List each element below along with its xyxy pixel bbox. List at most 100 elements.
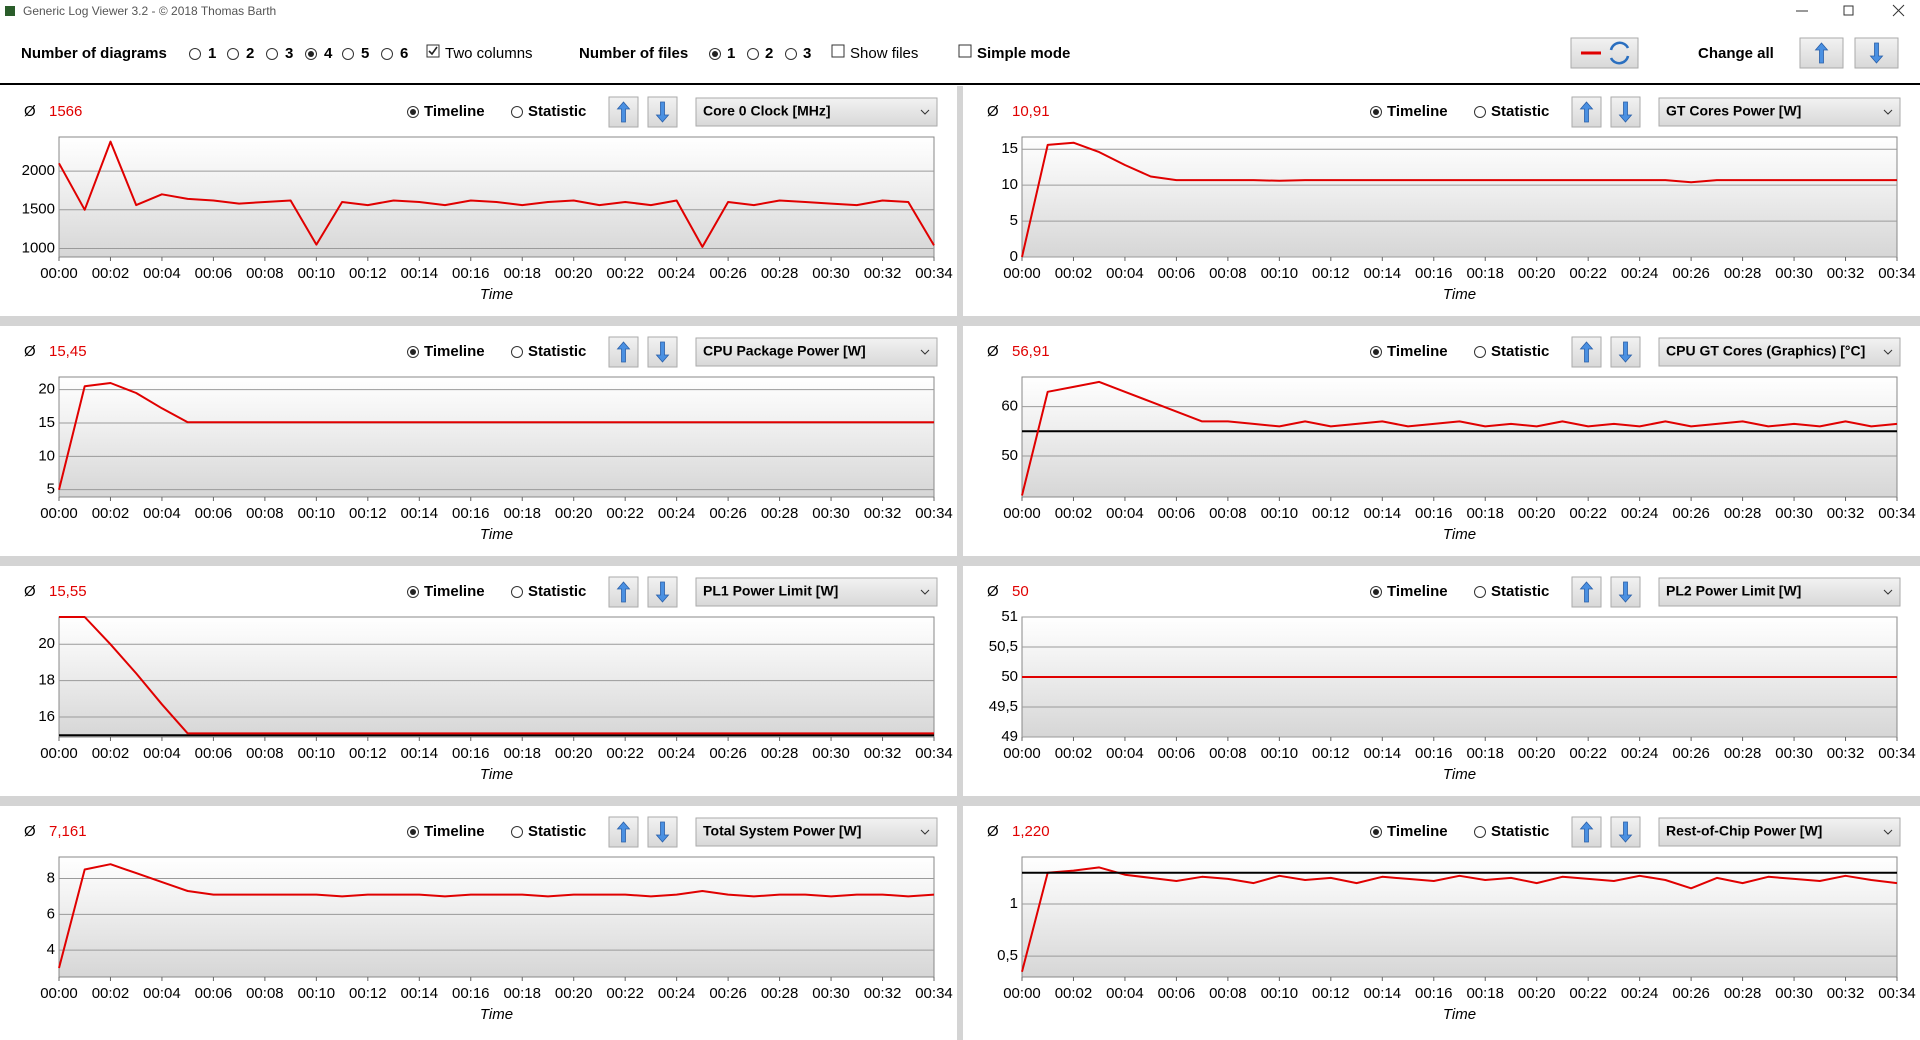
channel-dropdown[interactable] (1658, 577, 1901, 607)
x-tick-label: 00:32 (864, 985, 902, 1002)
x-tick-label: 00:32 (864, 745, 902, 762)
radio-button[interactable] (189, 48, 201, 60)
x-tick-label: 00:20 (555, 745, 593, 762)
x-tick-label: 00:18 (503, 505, 541, 522)
checkmark (428, 46, 438, 56)
radio-button[interactable] (1474, 106, 1486, 118)
x-tick-label: 00:08 (246, 985, 284, 1002)
x-tick-label: 00:30 (1775, 985, 1813, 1002)
x-tick-label: 00:22 (1569, 505, 1607, 522)
radio-button[interactable] (342, 48, 354, 60)
x-tick-label: 00:26 (1672, 985, 1710, 1002)
arrow-icon (655, 581, 670, 603)
x-tick-label: 00:18 (503, 745, 541, 762)
arrow-icon (1869, 42, 1884, 64)
x-tick-label: 00:32 (864, 265, 902, 282)
data-line (59, 616, 934, 735)
checkbox-label: Two columns (445, 45, 533, 62)
channel-dropdown[interactable] (1658, 337, 1901, 367)
channel-name: Rest-of-Chip Power [W] (1666, 823, 1822, 839)
radio-button[interactable] (1474, 346, 1486, 358)
dropdown-chevron (920, 109, 930, 115)
y-tick-label: 6 (47, 905, 55, 922)
checkbox[interactable] (831, 44, 845, 58)
x-tick-label: 00:06 (1158, 505, 1196, 522)
average-value: 10,91 (1012, 103, 1050, 120)
channel-name: Core 0 Clock [MHz] (703, 103, 831, 119)
radio-dot (712, 51, 718, 57)
radio-label: 1 (727, 45, 735, 62)
x-tick-label: 00:04 (143, 985, 181, 1002)
x-tick-label: 00:30 (812, 985, 850, 1002)
average-value: 1,220 (1012, 823, 1050, 840)
x-tick-label: 00:12 (349, 505, 387, 522)
channel-dropdown[interactable] (1658, 97, 1901, 127)
radio-dot (410, 349, 416, 355)
x-tick-label: 00:20 (1518, 985, 1556, 1002)
x-tick-label: 00:10 (1261, 745, 1299, 762)
radio-button[interactable] (227, 48, 239, 60)
x-tick-label: 00:00 (1003, 985, 1041, 1002)
x-tick-label: 00:26 (1672, 265, 1710, 282)
mode-label: Timeline (424, 583, 485, 600)
x-tick-label: 00:34 (915, 265, 953, 282)
x-tick-label: 00:04 (1106, 265, 1144, 282)
arrow-icon (1618, 341, 1633, 363)
x-tick-label: 00:00 (1003, 265, 1041, 282)
mode-label: Timeline (1387, 583, 1448, 600)
radio-button[interactable] (381, 48, 393, 60)
x-tick-label: 00:16 (1415, 265, 1453, 282)
channel-dropdown[interactable] (695, 337, 938, 367)
x-tick-label: 00:00 (40, 985, 78, 1002)
checkbox[interactable] (426, 44, 440, 58)
radio-button[interactable] (1474, 826, 1486, 838)
arrow-icon (655, 101, 670, 123)
channel-dropdown[interactable] (695, 577, 938, 607)
mode-label: Statistic (1491, 103, 1549, 120)
x-tick-label: 00:20 (1518, 745, 1556, 762)
radio-button[interactable] (1474, 586, 1486, 598)
x-tick-label: 00:02 (92, 265, 130, 282)
radio-label: 4 (324, 45, 333, 62)
x-tick-label: 00:28 (761, 505, 799, 522)
x-tick-label: 00:22 (606, 745, 644, 762)
refresh-icon (1609, 41, 1630, 65)
radio-button[interactable] (511, 346, 523, 358)
x-tick-label: 00:18 (1466, 505, 1504, 522)
x-tick-label: 00:04 (1106, 745, 1144, 762)
radio-label: 2 (765, 45, 773, 62)
x-tick-label: 00:00 (1003, 745, 1041, 762)
radio-button[interactable] (785, 48, 797, 60)
arrow-icon (1618, 581, 1633, 603)
y-tick-label: 1 (1010, 895, 1018, 912)
checkbox-label: Simple mode (977, 45, 1070, 62)
radio-button[interactable] (511, 826, 523, 838)
y-tick-label: 8 (47, 869, 55, 886)
x-tick-label: 00:10 (298, 265, 336, 282)
window-controls[interactable] (1796, 4, 1905, 17)
channel-dropdown[interactable] (1658, 817, 1901, 847)
x-tick-label: 00:06 (1158, 745, 1196, 762)
x-tick-label: 00:16 (452, 745, 490, 762)
radio-button[interactable] (511, 586, 523, 598)
y-tick-label: 5 (1010, 212, 1018, 229)
x-tick-label: 00:28 (1724, 745, 1762, 762)
channel-dropdown[interactable] (695, 97, 938, 127)
dropdown-chevron (1883, 589, 1893, 595)
y-tick-label: 49 (1001, 728, 1018, 745)
x-tick-label: 00:28 (761, 985, 799, 1002)
mode-label: Timeline (424, 103, 485, 120)
radio-button[interactable] (511, 106, 523, 118)
x-tick-label: 00:26 (709, 985, 747, 1002)
mode-label: Timeline (1387, 823, 1448, 840)
plot-area (58, 856, 935, 978)
channel-dropdown[interactable] (695, 817, 938, 847)
app-icon (5, 6, 15, 16)
checkbox[interactable] (958, 44, 972, 58)
x-tick-label: 00:20 (555, 265, 593, 282)
channel-name: CPU Package Power [W] (703, 343, 866, 359)
radio-label: 3 (803, 45, 811, 62)
radio-button[interactable] (266, 48, 278, 60)
radio-button[interactable] (747, 48, 759, 60)
